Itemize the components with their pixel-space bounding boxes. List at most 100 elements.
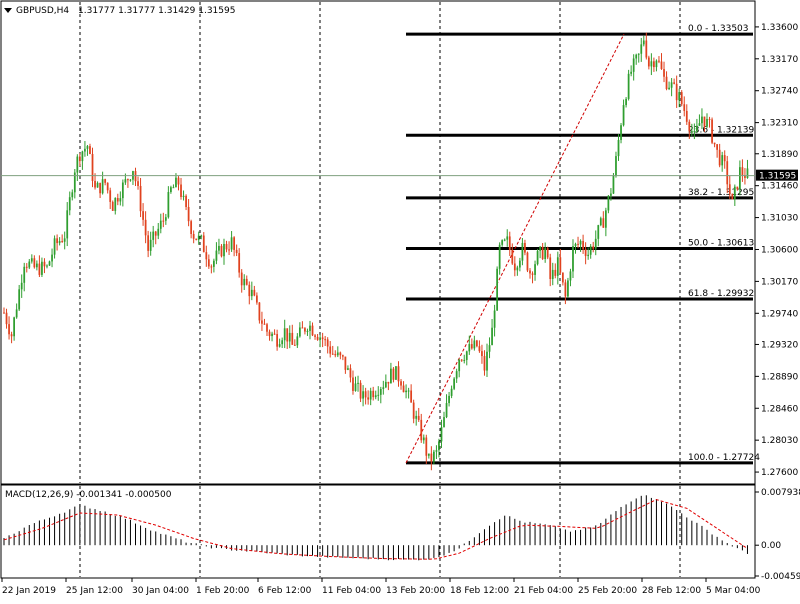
candle-bull	[377, 394, 380, 396]
candle-bear	[392, 368, 395, 380]
candle-bull	[41, 261, 43, 275]
candle-bull	[354, 383, 357, 391]
candle-bear	[286, 328, 289, 342]
candle-bear	[147, 235, 150, 251]
candle-bear	[56, 238, 58, 244]
candle-bear	[713, 142, 716, 145]
candle-bull	[124, 179, 127, 183]
macd-histogram	[3, 495, 748, 561]
candle-bear	[663, 69, 665, 77]
current-price-badge	[756, 169, 798, 181]
candle-bear	[154, 231, 157, 236]
candle-bull	[597, 225, 600, 239]
price-tick-label: 1.30170	[761, 277, 798, 287]
candle-bull	[73, 172, 76, 193]
candle-bull	[182, 195, 185, 197]
candle-bull	[620, 125, 622, 140]
candle-bull	[288, 332, 291, 342]
candle-bear	[341, 355, 344, 357]
candle-bear	[387, 381, 390, 384]
fib-level-label: 0.0 - 1.33503	[688, 24, 749, 34]
fibonacci-retracement[interactable]: 0.0 - 1.33503 23.6 - 1.32139 38.2 - 1.3129…	[405, 24, 760, 465]
candle-bear	[202, 235, 205, 253]
candle-bull	[534, 264, 536, 275]
candle-bull	[488, 345, 491, 352]
candle-bear	[321, 337, 324, 340]
candle-bull	[698, 123, 701, 126]
candle-bull	[197, 235, 200, 240]
candle-bear	[402, 385, 405, 393]
candle-bear	[476, 340, 478, 347]
candle-bull	[556, 257, 559, 276]
candle-bull	[721, 155, 724, 166]
candle-bear	[195, 238, 198, 240]
candle-bull	[76, 156, 79, 173]
candle-bear	[703, 116, 706, 127]
candle-bull	[71, 192, 74, 198]
candle-bear	[602, 218, 605, 228]
candle-bear	[364, 391, 367, 398]
candle-bull	[309, 325, 311, 331]
candle-bull	[569, 271, 572, 281]
candle-bear	[144, 219, 147, 236]
candle-bull	[319, 337, 321, 340]
price-tick-label: 1.27600	[761, 468, 798, 478]
fib-trendline[interactable]	[405, 33, 625, 464]
candle-bear	[43, 261, 46, 267]
candle-bear	[99, 182, 101, 194]
candle-bear	[483, 356, 486, 371]
candle-bull	[458, 359, 461, 372]
candle-bear	[268, 331, 271, 337]
candle-bear	[564, 282, 567, 297]
candle-bear	[344, 356, 347, 370]
candle-bear	[731, 193, 734, 200]
candle-bear	[397, 366, 400, 382]
candle-bull	[86, 146, 89, 149]
candle-bull	[119, 198, 122, 202]
candle-bull	[271, 333, 273, 337]
candle-bear	[255, 295, 258, 303]
candle-bear	[592, 246, 595, 249]
candle-bull	[218, 245, 220, 251]
candle-bull	[625, 98, 627, 106]
candle-bull	[635, 54, 638, 59]
candle-bull	[149, 239, 152, 251]
candle-bull	[114, 197, 117, 211]
candle-bull	[650, 61, 653, 67]
candle-bear	[460, 359, 463, 361]
symbol-dropdown-icon[interactable]	[4, 8, 12, 13]
candle-bear	[481, 351, 483, 357]
candle-bear	[577, 243, 579, 245]
candle-bear	[584, 249, 587, 257]
price-tick-label: 1.28890	[761, 372, 798, 382]
candle-bear	[248, 284, 251, 297]
price-tick-label: 1.33170	[761, 55, 798, 65]
price-tick-label: 1.33600	[761, 23, 798, 33]
candle-bull	[172, 187, 175, 189]
candle-bull	[448, 395, 450, 404]
candle-bull	[589, 246, 592, 255]
candle-bear	[331, 353, 334, 355]
candle-bull	[347, 368, 349, 370]
candle-bull	[706, 118, 708, 127]
time-axis: 22 Jan 2019 25 Jan 12:00 30 Jan 04:00 1 Feb…	[1, 578, 761, 596]
candle-bear	[675, 83, 678, 101]
candle-bear	[207, 259, 210, 267]
candle-bear	[339, 352, 342, 356]
candle-bear	[541, 246, 544, 259]
candle-bull	[230, 237, 233, 250]
candle-bear	[546, 248, 549, 258]
candle-bear	[412, 402, 415, 419]
candle-bull	[164, 217, 167, 221]
time-tick-label: 25 Jan 12:00	[66, 586, 123, 596]
candle-bull	[250, 289, 253, 297]
candle-bull	[63, 238, 66, 242]
candle-bear	[711, 119, 713, 143]
candle-bear	[324, 339, 327, 341]
candle-bull	[278, 344, 281, 347]
candle-bear	[94, 180, 96, 188]
candle-bull	[668, 87, 670, 90]
candle-bull	[655, 60, 658, 68]
candle-bear	[349, 368, 352, 378]
